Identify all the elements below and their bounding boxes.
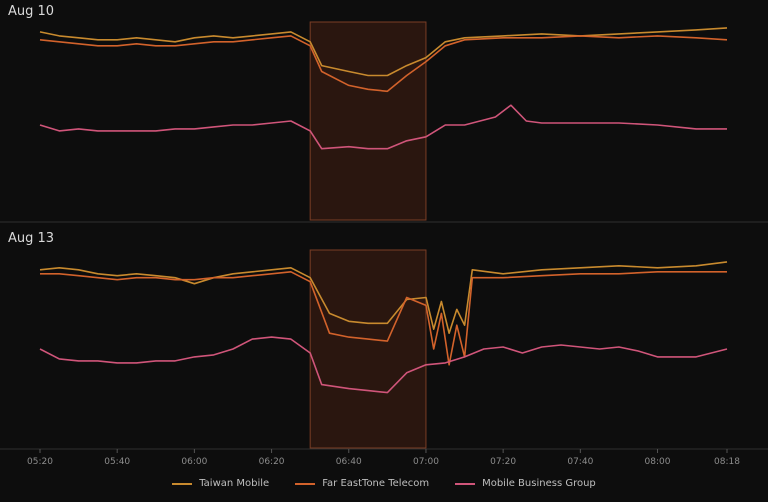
x-tick-label: 07:40 — [567, 457, 593, 467]
x-tick-label: 06:40 — [336, 457, 362, 467]
x-tick-label: 06:20 — [259, 457, 285, 467]
legend-item-far-eastone[interactable]: Far EastTone Telecom — [295, 478, 429, 489]
x-tick-label: 08:18 — [714, 457, 740, 467]
line-chart: 05:20 05:40 06:00 06:20 06:40 07:00 07:20 07:40… — [0, 21, 768, 467]
series-line-taiwan-mobile — [39, 27, 728, 77]
legend: Taiwan Mobile Far EastTone Telecom Mobil… — [0, 478, 768, 489]
legend-swatch-far-eastone — [295, 482, 316, 485]
legend-swatch-taiwan-mobile — [172, 482, 193, 485]
legend-label-taiwan-mobile: Taiwan Mobile — [199, 478, 270, 489]
x-tick-label: 05:40 — [104, 457, 130, 467]
x-tick-label: 05:20 — [27, 457, 53, 467]
legend-item-taiwan-mobile[interactable]: Taiwan Mobile — [172, 478, 269, 489]
x-tick-label: 07:20 — [490, 457, 516, 467]
x-tick-label: 08:00 — [645, 457, 671, 467]
highlight-band — [309, 249, 427, 449]
series-line-far-easttone-telecom — [39, 35, 728, 93]
series-line-mobile-business-group — [39, 104, 727, 150]
panel-title-aug10: Aug 10 — [8, 4, 55, 19]
x-tick-label: 06:00 — [181, 457, 207, 467]
highlight-band — [309, 21, 427, 221]
x-tick-label: 07:00 — [413, 457, 439, 467]
series-line-far-easttone-telecom — [40, 270, 727, 366]
legend-swatch-mobile-business-group — [455, 482, 476, 485]
series-line-mobile-business-group — [39, 336, 728, 394]
series-line-taiwan-mobile — [39, 261, 728, 335]
panel-title-aug13: Aug 13 — [8, 231, 55, 246]
legend-item-mobile-business-group[interactable]: Mobile Business Group — [455, 478, 596, 489]
legend-label-far-eastone: Far EastTone Telecom — [322, 478, 430, 489]
legend-label-mobile-business-group: Mobile Business Group — [482, 478, 596, 489]
